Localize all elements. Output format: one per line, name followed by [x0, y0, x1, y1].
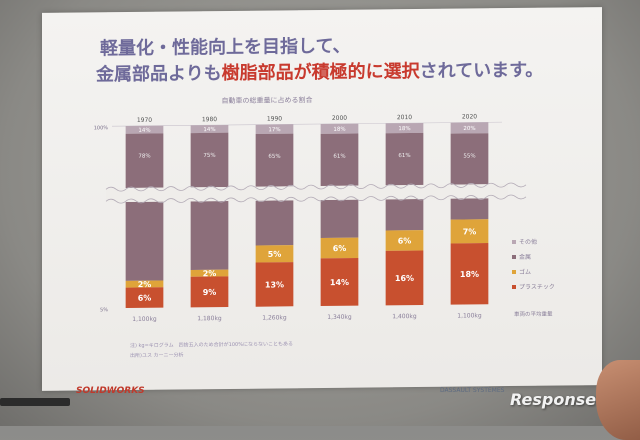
label-metal: 78%	[138, 153, 150, 159]
bar-other	[125, 125, 164, 134]
axis-break-line-bottom	[105, 194, 527, 204]
response-watermark: Response.	[510, 390, 603, 409]
bar-rubber	[450, 219, 489, 244]
presenter-hand	[596, 360, 640, 440]
label-other: 17%	[268, 127, 280, 133]
label-rubber: 2%	[203, 269, 217, 278]
bar-plastic	[125, 287, 164, 309]
label-rubber: 5%	[268, 250, 282, 259]
bar-metal-lower	[450, 198, 489, 220]
label-rubber: 6%	[333, 244, 347, 253]
label-other: 18%	[333, 127, 345, 133]
label-rubber: 6%	[398, 236, 412, 245]
bar-plastic	[255, 262, 294, 307]
label-rubber: 7%	[463, 227, 477, 236]
label-plastic: 18%	[460, 270, 479, 279]
bar-other	[190, 124, 229, 134]
bar-plastic	[320, 258, 359, 307]
label-other: 20%	[463, 126, 475, 132]
category-label: 1970	[137, 117, 152, 124]
dassault-logo: DASSAULT SYSTEMES	[440, 387, 505, 394]
category-total-label: 1,340kg	[327, 314, 352, 321]
bar-metal-upper	[450, 133, 489, 185]
legend-swatch	[512, 254, 516, 260]
presentation-slide: 軽量化・性能向上を目指して、 金属部品よりも樹脂部品が積極的に選択されています。…	[42, 7, 602, 391]
bar-metal-upper	[255, 133, 294, 187]
bar-metal-lower	[255, 200, 294, 246]
label-plastic: 14%	[330, 278, 349, 287]
category-total-label: 1,180kg	[197, 315, 222, 322]
label-metal: 55%	[463, 153, 475, 159]
label-metal: 61%	[398, 153, 410, 159]
category-total-label: 1,100kg	[132, 316, 157, 323]
label-metal: 75%	[203, 153, 215, 159]
label-rubber: 2%	[138, 280, 152, 289]
legend-swatch	[512, 269, 516, 275]
y-axis-top-label: 100%	[94, 125, 109, 131]
stacked-bar-chart: 自動車の総重量に占める割合 100% 5% 1970 14% 78% 2% 6% 1,100kg…	[94, 95, 555, 323]
bar-rubber	[320, 237, 359, 259]
axis-break-line-top	[105, 182, 527, 192]
chart-title: 自動車の総重量に占める割合	[222, 95, 313, 105]
bar-metal-lower	[320, 199, 359, 239]
bar-other	[450, 122, 489, 134]
label-other: 14%	[203, 127, 215, 133]
category-label: 2000	[332, 115, 347, 122]
legend-label: その他	[519, 238, 537, 246]
category-label: 1980	[202, 116, 217, 123]
legend-swatch	[512, 239, 516, 245]
bar-other	[255, 124, 294, 135]
label-plastic: 6%	[138, 294, 152, 303]
label-other: 18%	[398, 126, 410, 132]
category-label: 2010	[397, 114, 412, 121]
category-total-label: 1,100kg	[457, 312, 482, 319]
category-total-label: 1,260kg	[262, 314, 287, 321]
y-axis-bottom-label: 5%	[100, 307, 108, 313]
grid-line-top	[112, 121, 502, 127]
axis-break-band	[106, 184, 508, 203]
solidworks-logo: SOLIDWORKS	[76, 386, 145, 396]
bar-metal-upper	[125, 133, 164, 189]
label-plastic: 9%	[203, 288, 217, 297]
bar-metal-lower	[385, 198, 424, 231]
label-metal: 61%	[333, 154, 345, 160]
category-label: 2020	[462, 113, 477, 120]
bar-rubber	[190, 269, 229, 277]
bar-metal-lower	[190, 200, 229, 270]
bar-rubber	[255, 245, 294, 263]
footnote-2: 出所)ユス カーニー分析	[130, 352, 184, 360]
legend-label: プラスチック	[519, 284, 555, 291]
label-other: 14%	[138, 128, 150, 134]
bar-other	[385, 122, 424, 134]
bar-metal-upper	[190, 132, 229, 188]
bar-plastic	[190, 276, 229, 308]
bar-rubber	[385, 230, 424, 251]
category-total-label: 1,400kg	[392, 313, 417, 320]
category-label: 1990	[267, 115, 282, 122]
label-metal: 65%	[268, 154, 280, 160]
label-plastic: 16%	[395, 274, 414, 283]
bar-metal-upper	[320, 133, 359, 187]
bar-rubber	[125, 280, 164, 288]
total-axis-label: 車両の平均重量	[514, 310, 553, 318]
legend-label: ゴム	[519, 268, 531, 276]
label-plastic: 13%	[265, 280, 284, 289]
legend-label: 金属	[519, 253, 531, 261]
legend-swatch	[512, 284, 516, 290]
bar-metal-upper	[385, 132, 424, 186]
desk-object	[0, 398, 70, 406]
bar-other	[320, 123, 359, 134]
bar-plastic	[450, 243, 489, 305]
bar-metal-lower	[125, 201, 164, 281]
bar-plastic	[385, 250, 424, 306]
